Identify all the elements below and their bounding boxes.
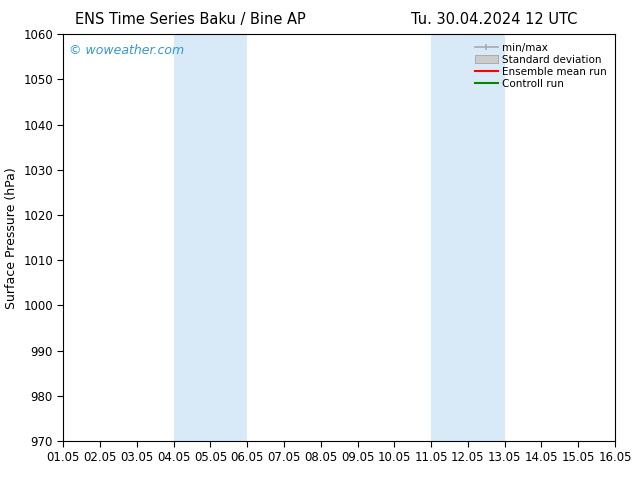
Text: ENS Time Series Baku / Bine AP: ENS Time Series Baku / Bine AP (75, 12, 306, 27)
Legend: min/max, Standard deviation, Ensemble mean run, Controll run: min/max, Standard deviation, Ensemble me… (472, 40, 610, 92)
Y-axis label: Surface Pressure (hPa): Surface Pressure (hPa) (4, 167, 18, 309)
Bar (431, 34, 505, 441)
Text: Tu. 30.04.2024 12 UTC: Tu. 30.04.2024 12 UTC (411, 12, 578, 27)
Bar (174, 34, 247, 441)
Text: © woweather.com: © woweather.com (69, 45, 184, 57)
